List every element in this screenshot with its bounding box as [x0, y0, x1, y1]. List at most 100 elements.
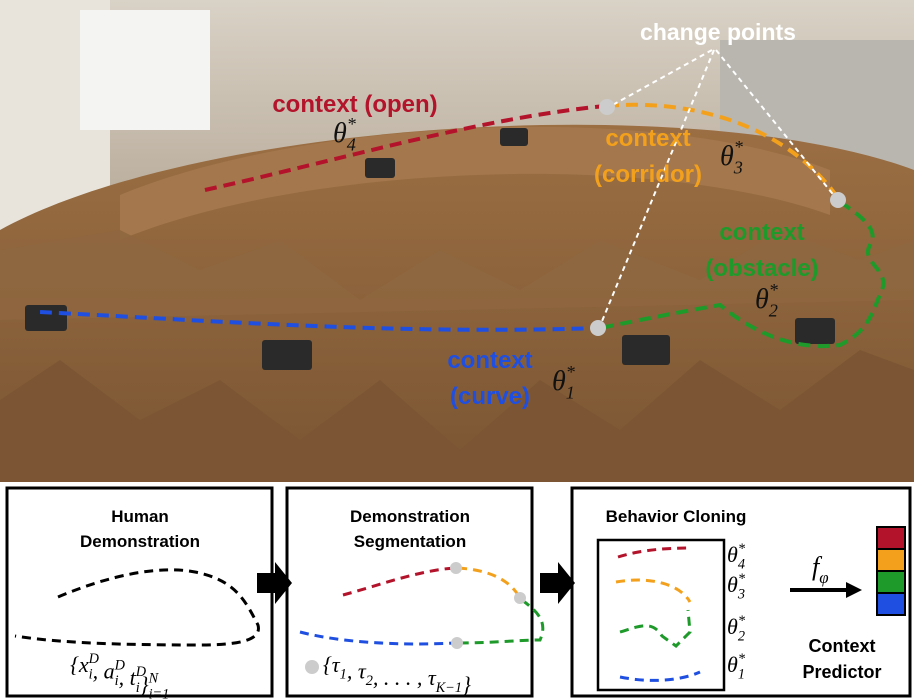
context-label: (obstacle): [705, 255, 818, 282]
photo: change points: [0, 0, 914, 483]
math-sup: *: [738, 571, 746, 587]
cardboard-wall: [0, 230, 914, 320]
segment-path: [617, 546, 693, 559]
math-sup: D: [135, 664, 147, 680]
segment-path: [619, 670, 701, 682]
inner-box: [596, 538, 726, 692]
context-label: context (open): [272, 91, 437, 118]
pointer-line: [715, 49, 837, 199]
panel-title: Behavior Cloning: [606, 507, 747, 526]
robot: [25, 305, 67, 331]
cardboard-wall: [120, 126, 830, 240]
context-label: context: [719, 219, 804, 246]
math-sub: 2: [769, 300, 778, 320]
math-sub: 4: [738, 557, 745, 573]
math-sup: D: [114, 657, 126, 673]
math-sup: *: [734, 137, 744, 157]
robot: [262, 340, 312, 370]
math-sub: 1: [340, 667, 347, 683]
math-base: θ: [727, 542, 738, 567]
segment-path: [615, 578, 692, 603]
math-sub: 1: [566, 382, 575, 402]
change-point: [450, 562, 462, 574]
math-base: θ: [727, 614, 738, 639]
math-base: , a: [93, 659, 115, 684]
robot: [365, 158, 395, 178]
robot: [795, 318, 835, 344]
windows: [80, 10, 210, 130]
demo-path: [14, 568, 260, 647]
math-sup: *: [738, 651, 746, 667]
change-point: [514, 592, 526, 604]
math-sub: K−1: [435, 680, 462, 696]
change-point: [590, 320, 606, 336]
math: {τ1, τ2, . . . , τK−1}: [323, 652, 471, 697]
context-color: [876, 548, 906, 572]
segment-path: [457, 566, 522, 599]
math-sup: *: [738, 541, 746, 557]
path-open: [204, 104, 606, 192]
math: θ* 2: [727, 613, 746, 645]
predictor-label: Context: [809, 636, 876, 656]
math-base: θ: [727, 652, 738, 677]
math-sup: *: [347, 114, 357, 134]
math-base: }: [140, 672, 149, 697]
math-sup: *: [738, 613, 746, 629]
robot: [622, 335, 670, 365]
math-base: , τ: [347, 659, 367, 684]
math-base: {τ: [323, 652, 341, 677]
path-corridor: [606, 102, 840, 200]
path-obstacle: [599, 200, 886, 349]
formula-dot: [305, 660, 319, 674]
math-sub: 3: [733, 157, 743, 177]
segment-path: [619, 609, 692, 648]
panel-title: Human: [111, 507, 169, 526]
segment-path: [342, 566, 456, 597]
math: θ* 4: [333, 114, 357, 154]
math-base: {x: [70, 652, 89, 677]
context-color: [876, 526, 906, 550]
predictor-label: Predictor: [802, 662, 881, 682]
math-sub: 1: [738, 667, 745, 683]
change-point: [830, 192, 846, 208]
pointer-line: [599, 49, 715, 327]
math-sup: *: [566, 362, 576, 382]
math-sub: i: [89, 667, 93, 683]
robot: [500, 128, 528, 146]
math-sub: 2: [738, 629, 745, 645]
math-sub: i: [136, 680, 140, 696]
pointer-line: [608, 49, 713, 108]
predictor-arrowhead: [846, 582, 862, 598]
path-curve: [39, 310, 599, 332]
math-sub: i: [115, 673, 119, 689]
math-base: , t: [119, 665, 137, 690]
arrow: [257, 562, 292, 604]
math: {xD i, aD i, tD i}N i=1: [70, 651, 169, 700]
math: fφ: [812, 552, 829, 587]
context-label: context: [447, 347, 532, 374]
panel-box: [570, 486, 912, 698]
math-base: θ: [720, 141, 734, 172]
math-base: θ: [755, 284, 769, 315]
math-sup: *: [769, 280, 779, 300]
segment-path: [299, 630, 456, 646]
panel-box: [285, 486, 534, 698]
math-sup: D: [88, 651, 100, 667]
math-base: }: [462, 672, 471, 697]
math-sub: φ: [819, 568, 828, 587]
math: θ* 3: [720, 137, 744, 177]
math-sub: 2: [366, 673, 373, 689]
panel-title: Segmentation: [354, 532, 466, 551]
math: θ* 1: [552, 362, 576, 402]
math-sup: N: [148, 671, 160, 687]
panel-title: Demonstration: [80, 532, 200, 551]
math: θ* 4: [727, 541, 746, 573]
math-base: θ: [727, 572, 738, 597]
context-label: (curve): [450, 383, 530, 410]
arrow: [540, 562, 575, 604]
math-base: θ: [552, 366, 566, 397]
math-base: f: [812, 552, 823, 581]
segment-path: [458, 598, 545, 645]
math-sub: 3: [737, 587, 745, 603]
